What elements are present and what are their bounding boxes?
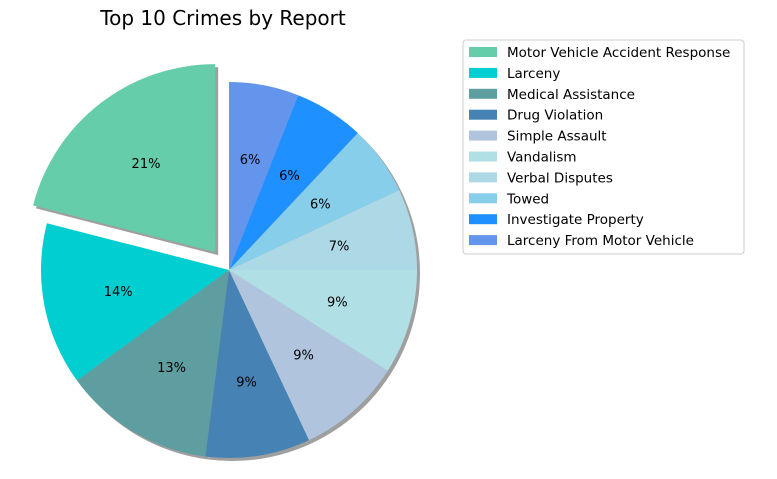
legend-frame <box>462 39 745 255</box>
slice-larceny <box>41 223 229 381</box>
slice-drug-violation <box>205 270 310 459</box>
pct-label-medical-assistance: 13% <box>157 361 186 376</box>
legend-label-verbal-disputes: Verbal Disputes <box>507 170 613 186</box>
legend-swatch-larceny <box>469 67 497 78</box>
slice-vandalism <box>229 270 417 371</box>
legend: Motor Vehicle Accident Response Larceny Me… <box>462 39 745 255</box>
pct-label-towed: 6% <box>310 198 331 213</box>
pct-label-investigate-property: 6% <box>279 169 300 184</box>
legend-swatch-medical-assistance <box>469 88 497 99</box>
slice-larceny-from-motor-vehicle <box>229 82 299 270</box>
chart-title: Top 10 Crimes by Report <box>99 6 346 30</box>
pct-label-larceny-from-motor-vehicle: 6% <box>240 153 261 168</box>
legend-swatch-motor-vehicle-accident-response <box>469 47 497 57</box>
legend-swatch-simple-assault <box>469 130 497 141</box>
legend-label-larceny-from-motor-vehicle: Larceny From Motor Vehicle <box>507 233 694 249</box>
slice-verbal-disputes <box>229 189 417 270</box>
pct-label-motor-vehicle-accident-response: 21% <box>132 157 161 172</box>
slice-motor-vehicle-accident-response <box>33 64 216 253</box>
legend-swatch-verbal-disputes <box>469 172 497 183</box>
slice-towed <box>229 132 400 270</box>
pct-label-drug-violation: 9% <box>236 375 257 390</box>
legend-label-drug-violation: Drug Violation <box>507 108 603 124</box>
legend-label-medical-assistance: Medical Assistance <box>507 87 635 103</box>
legend-label-motor-vehicle-accident-response: Motor Vehicle Accident Response <box>507 45 730 61</box>
pct-label-larceny: 14% <box>104 285 133 300</box>
legend-label-larceny: Larceny <box>507 66 560 82</box>
pct-label-vandalism: 9% <box>327 296 348 311</box>
legend-swatch-larceny-from-motor-vehicle <box>469 235 497 246</box>
pie-slices <box>33 64 417 459</box>
legend-swatch-investigate-property <box>469 214 497 225</box>
pct-label-simple-assault: 9% <box>293 349 314 364</box>
legend-swatch-vandalism <box>469 151 497 162</box>
legend-label-vandalism: Vandalism <box>507 150 577 166</box>
legend-label-simple-assault: Simple Assault <box>507 129 607 145</box>
pie-labels: 21% 14% 13% 9% 9% 9% 7% 6% 6% 6% <box>104 153 350 390</box>
legend-swatch-towed <box>469 193 497 204</box>
legend-label-investigate-property: Investigate Property <box>507 212 644 228</box>
slice-medical-assistance <box>76 270 230 457</box>
slice-simple-assault <box>229 270 388 441</box>
slice-investigate-property <box>229 95 358 270</box>
legend-label-towed: Towed <box>506 191 549 207</box>
pct-label-verbal-disputes: 7% <box>329 239 350 254</box>
legend-swatch-drug-violation <box>469 109 497 120</box>
